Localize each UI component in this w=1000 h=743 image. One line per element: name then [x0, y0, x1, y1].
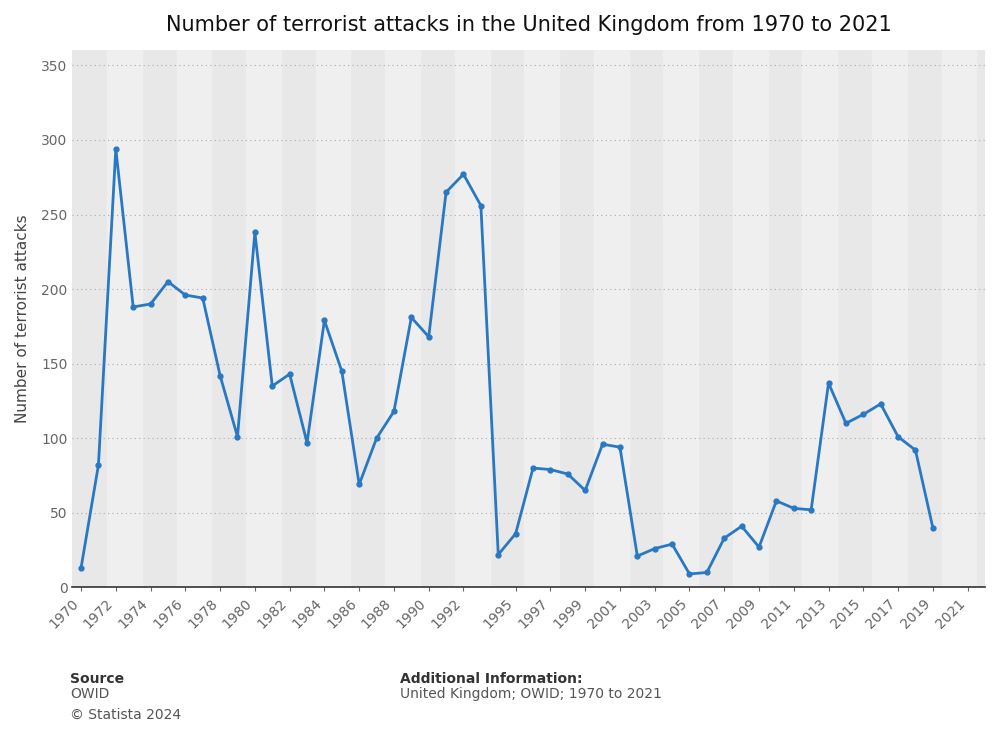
Bar	[177, 51, 211, 588]
Bar	[559, 51, 594, 588]
Bar	[107, 51, 142, 588]
Bar	[872, 51, 907, 588]
Bar	[594, 51, 629, 588]
Bar	[316, 51, 350, 588]
Bar	[72, 51, 107, 588]
Bar	[733, 51, 768, 588]
Bar	[976, 51, 1000, 588]
Bar	[837, 51, 872, 588]
Bar	[385, 51, 420, 588]
Bar	[629, 51, 663, 588]
Bar	[663, 51, 698, 588]
Bar	[802, 51, 837, 588]
Bar	[768, 51, 802, 588]
Bar	[524, 51, 559, 588]
Bar	[350, 51, 385, 588]
Bar	[455, 51, 490, 588]
Text: Additional Information:: Additional Information:	[400, 672, 582, 687]
Bar	[281, 51, 316, 588]
Bar	[142, 51, 177, 588]
Bar	[420, 51, 455, 588]
Bar	[942, 51, 976, 588]
Bar	[490, 51, 524, 588]
Title: Number of terrorist attacks in the United Kingdom from 1970 to 2021: Number of terrorist attacks in the Unite…	[166, 15, 892, 35]
Bar	[698, 51, 733, 588]
Text: Source: Source	[70, 672, 124, 687]
Y-axis label: Number of terrorist attacks: Number of terrorist attacks	[15, 215, 30, 424]
Bar	[211, 51, 246, 588]
Bar	[907, 51, 942, 588]
Bar	[246, 51, 281, 588]
Text: OWID
© Statista 2024: OWID © Statista 2024	[70, 687, 181, 722]
Text: United Kingdom; OWID; 1970 to 2021: United Kingdom; OWID; 1970 to 2021	[400, 687, 662, 701]
